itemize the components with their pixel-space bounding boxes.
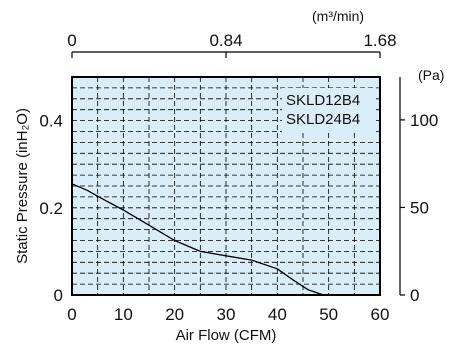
right-axis-ticks: 0 50 100 [400, 111, 438, 305]
x-axis-title: Air Flow (CFM) [176, 327, 277, 344]
grid-lines [72, 77, 380, 295]
x-tick-label: 0 [67, 305, 76, 324]
right-axis-unit-label: (Pa) [418, 67, 444, 83]
x-tick-label: 10 [114, 305, 133, 324]
y-tick-label: 0.4 [39, 112, 63, 131]
x-tick-label: 60 [371, 305, 390, 324]
x-tick-label: 30 [217, 305, 236, 324]
right-tick-label: 50 [410, 198, 429, 217]
legend-model-1: SKLD12B4 [286, 92, 360, 109]
legend-box [282, 88, 374, 132]
y-tick-label: 0 [54, 286, 63, 305]
y-tick-label: 0.2 [39, 199, 63, 218]
series-line [71, 183, 324, 296]
top-axis-ticks: 0 0.84 1.68 [67, 31, 397, 58]
x-axis-ticks: 0 10 20 30 40 50 60 [67, 305, 389, 324]
top-axis-unit-label: (m³/min) [312, 8, 364, 24]
x-tick-label: 40 [268, 305, 287, 324]
legend-model-2: SKLD24B4 [286, 111, 360, 128]
right-tick-label: 100 [410, 111, 438, 130]
top-tick-label: 0 [67, 31, 76, 50]
y-axis-ticks: 0 0.2 0.4 [39, 112, 63, 305]
x-tick-label: 20 [165, 305, 184, 324]
y-axis-title: Static Pressure (inH₂O) [14, 108, 31, 264]
x-tick-label: 50 [319, 305, 338, 324]
right-tick-label: 0 [410, 286, 419, 305]
plot-frame [71, 76, 381, 296]
top-tick-label: 0.84 [209, 31, 242, 50]
top-tick-label: 1.68 [363, 31, 396, 50]
